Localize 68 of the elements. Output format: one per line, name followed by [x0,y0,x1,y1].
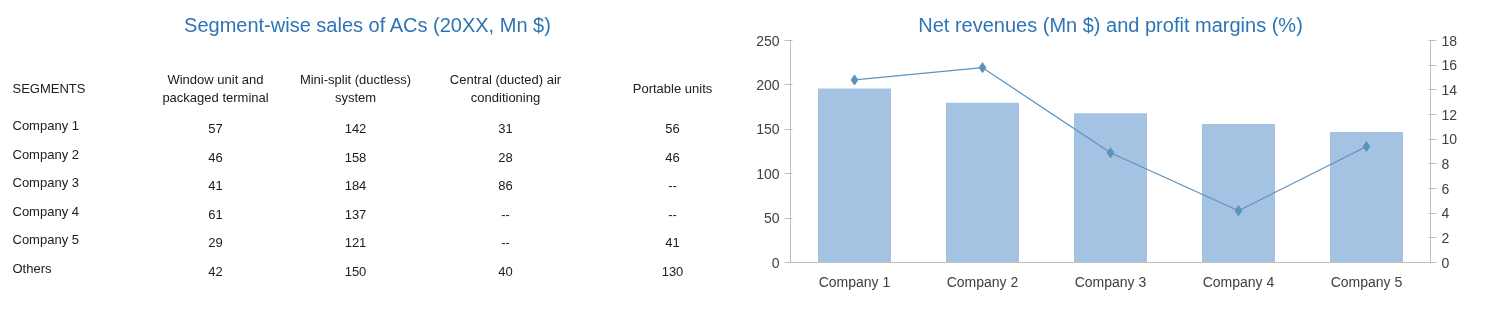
x-tick-label: Central (ducted) air conditioning [449,72,562,105]
y-tick-label: 250 [756,32,780,49]
y-tick-label: 100 [756,165,780,182]
y2-tick-label: 14 [1441,81,1458,98]
y2-tick-label: 16 [1441,57,1458,74]
y-tick-label: Company 5 [12,232,79,247]
y2-tick-label: 0 [1441,254,1450,271]
point [1234,205,1243,217]
x-tick-label: Mini-split (ductless) system [299,72,412,105]
y2-tick-label: 8 [1441,155,1450,172]
x-tick-label: Company 2 [946,273,1019,290]
point [1106,147,1115,159]
y2-tick-label: 18 [1441,32,1458,49]
data-label: 57 [208,121,223,136]
bar [818,88,891,263]
bar [946,102,1019,263]
data-label: 184 [344,178,367,193]
point [850,74,859,86]
text: -- [668,206,677,222]
x-tick-label: Company 5 [1330,273,1403,290]
data-label: 46 [665,149,680,165]
text: -- [501,206,510,222]
bar [1074,113,1147,263]
x-tick-label: Company 4 [1202,273,1275,290]
y-tick-label: Company 1 [12,118,79,133]
y-tick-label: 200 [756,76,780,93]
data-label: 28 [498,149,513,165]
data-label: 31 [498,121,513,136]
text: -- [668,178,677,193]
data-label: 137 [344,206,367,222]
data-label: 40 [498,263,513,279]
data-label: 150 [344,263,367,279]
x-tick-label: Window unit and packaged terminal [162,72,269,105]
data-label: 61 [208,206,223,222]
data-label: 121 [344,235,367,250]
data-label: 130 [661,263,684,279]
bar [1202,123,1275,263]
x-tick-label: Company 3 [1074,273,1147,290]
y-axis-title: SEGMENTS [12,81,86,96]
data-label: 41 [208,178,223,193]
y2-tick-label: 10 [1441,131,1458,148]
y2-tick-label: 4 [1441,205,1450,222]
y2-tick-label: 12 [1441,106,1458,123]
y2-tick-label: 2 [1441,229,1450,246]
point [978,62,987,74]
data-label: 46 [208,149,223,165]
data-label: 158 [344,149,367,165]
y2-tick-label: 6 [1441,180,1450,197]
data-label: 142 [344,121,367,136]
data-label: 29 [208,235,223,250]
bar [1330,131,1403,263]
x-tick-label: Portable units [632,81,713,96]
y-tick-label: 150 [756,121,780,138]
text: -- [501,235,510,250]
y-tick-label: 0 [771,254,780,271]
y-tick-label: Company 3 [12,175,79,190]
x-tick-label: Company 1 [818,273,891,290]
data-label: 42 [208,263,223,279]
y-tick-label: Company 2 [12,146,79,162]
point [1362,141,1371,153]
data-label: 56 [665,121,680,136]
y-tick-label: Others [12,260,53,276]
chart-title: Net revenues (Mn $) and profit margins (%) [918,13,1303,36]
chart-title: Segment-wise sales of ACs (20XX, Mn $) [184,13,551,36]
y-tick-label: 50 [763,210,780,227]
data-label: 41 [665,235,680,250]
data-label: 86 [498,178,513,193]
y-tick-label: Company 4 [12,203,79,219]
